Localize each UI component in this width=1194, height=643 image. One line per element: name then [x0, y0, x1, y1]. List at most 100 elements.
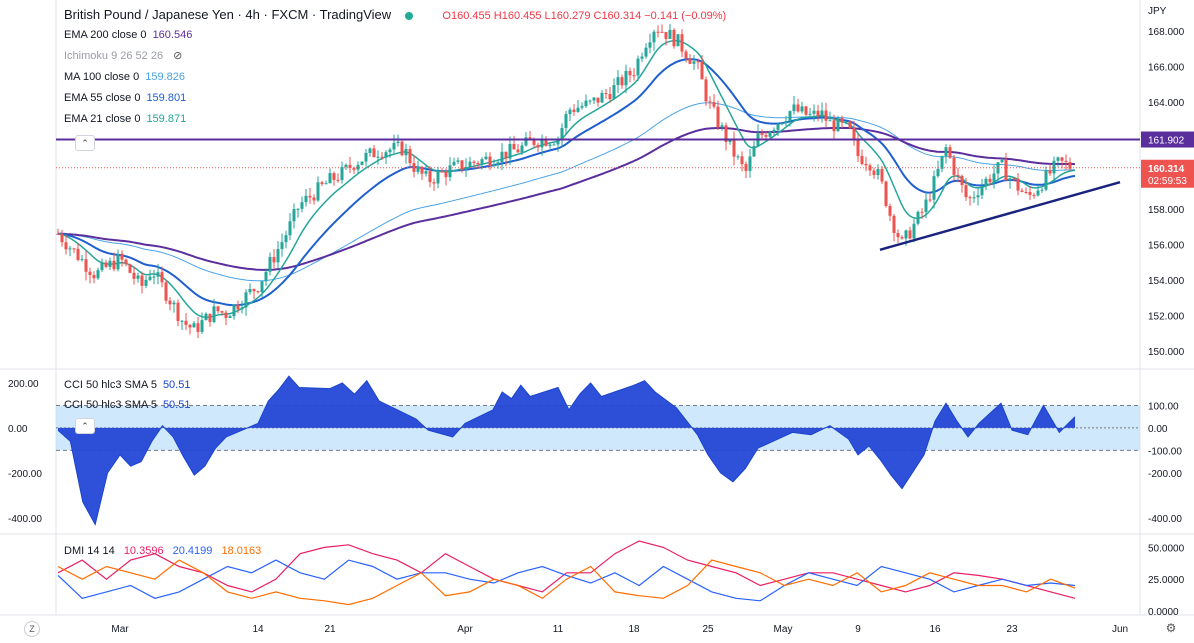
candle-body	[108, 260, 112, 267]
candle-body	[92, 275, 96, 279]
z-icon[interactable]: Z	[24, 621, 40, 637]
interval[interactable]: 4h	[245, 7, 260, 22]
candle-body	[360, 161, 364, 165]
candle-body	[176, 302, 180, 322]
candle-body	[404, 148, 408, 156]
candle-body	[172, 302, 176, 305]
candle-body	[80, 259, 84, 261]
candle-body	[220, 311, 224, 313]
candle-body	[308, 195, 312, 198]
legend-ema55[interactable]: EMA 55 close 0 159.801	[64, 91, 186, 105]
legend-ema21-value: 159.871	[146, 113, 187, 125]
legend-ma100[interactable]: MA 100 close 0 159.826	[64, 70, 185, 84]
candle-body	[812, 110, 816, 114]
resistance-price-label-bg	[1141, 131, 1194, 148]
candle-body	[548, 144, 552, 146]
time-tick-label: Jun	[1112, 624, 1128, 635]
candle-body	[400, 141, 404, 156]
candle-body	[848, 121, 852, 129]
candle-body	[936, 168, 940, 177]
market-status-icon	[404, 11, 413, 20]
cci-right-tick: -100.00	[1148, 446, 1182, 457]
candle-body	[984, 178, 988, 187]
candle-body	[924, 199, 928, 212]
cci-right-tick: -400.00	[1148, 514, 1182, 525]
candle-body	[532, 138, 536, 145]
candle-body	[904, 230, 908, 239]
candle-body	[428, 171, 432, 183]
chevron-up-icon[interactable]: ⌃	[75, 135, 95, 151]
candle-body	[160, 272, 164, 283]
symbol-name[interactable]: British Pound / Japanese Yen	[64, 7, 234, 22]
candle-body	[840, 118, 844, 123]
candle-body	[960, 175, 964, 186]
candle-body	[472, 161, 476, 163]
candle-body	[368, 148, 372, 153]
candle-body	[72, 248, 76, 250]
chevron-up-icon[interactable]: ⌃	[75, 418, 95, 434]
candle-body	[420, 166, 424, 174]
time-tick-label: May	[774, 624, 793, 635]
candle-body	[348, 164, 352, 168]
legend-dmi-minus: 18.0163	[221, 545, 262, 557]
candle-body	[864, 163, 868, 166]
ohlc-values: O160.455 H160.455 L160.279 C160.314 −0.1…	[442, 10, 727, 22]
legend-cci-top[interactable]: CCI 50 hlc3 SMA 5 50.51	[64, 378, 190, 392]
candle-body	[752, 146, 756, 157]
candle-body	[768, 131, 772, 137]
candle-body	[648, 42, 652, 48]
candle-body	[388, 149, 392, 153]
gear-icon[interactable]: ⚙	[1165, 621, 1177, 635]
legend-ema55-label: EMA 55 close 0	[64, 92, 141, 104]
candle-body	[288, 221, 292, 236]
candle-body	[872, 170, 876, 176]
time-tick-label: 14	[252, 624, 264, 635]
candle-body	[264, 271, 268, 282]
data-source: FXCM	[271, 7, 309, 22]
candle-body	[320, 182, 324, 185]
legend-ema21[interactable]: EMA 21 close 0 159.871	[64, 112, 186, 126]
candle-body	[440, 171, 444, 173]
candle-body	[988, 178, 992, 183]
candle-body	[700, 61, 704, 80]
candle-body	[980, 186, 984, 196]
price-pane	[0, 0, 1140, 368]
legend-dmi[interactable]: DMI 14 14 10.3596 20.4199 18.0163	[64, 544, 261, 558]
candle-body	[496, 162, 500, 165]
candle-body	[696, 61, 700, 63]
legend-ichimoku[interactable]: Ichimoku 9 26 52 26 ⊘	[64, 49, 182, 63]
candle-body	[764, 134, 768, 137]
candle-body	[136, 275, 140, 279]
candle-body	[784, 121, 788, 124]
candle-body	[272, 257, 276, 263]
candle-body	[164, 282, 168, 301]
candle-body	[236, 304, 240, 310]
candle-body	[340, 166, 344, 181]
legend-cci-bottom[interactable]: CCI 50 hlc3 SMA 5 50.51	[64, 398, 190, 412]
candle-body	[976, 195, 980, 198]
candle-body	[132, 272, 136, 279]
candle-body	[232, 304, 236, 317]
candle-body	[56, 233, 60, 235]
candle-body	[992, 173, 996, 183]
candle-body	[76, 248, 80, 260]
candle-body	[1036, 190, 1040, 196]
candle-body	[180, 320, 184, 322]
candle-body	[880, 169, 884, 182]
candle-body	[204, 313, 208, 321]
candle-body	[120, 253, 124, 260]
candle-body	[468, 161, 472, 167]
candle-body	[668, 29, 672, 39]
legend-ema200[interactable]: EMA 200 close 0 160.546	[64, 28, 192, 42]
candle-body	[636, 58, 640, 76]
candle-body	[492, 164, 496, 167]
candle-body	[392, 142, 396, 150]
candle-body	[316, 182, 320, 201]
price-tick-label: 156.000	[1148, 240, 1185, 251]
candle-body	[372, 148, 376, 158]
eye-off-icon[interactable]: ⊘	[173, 50, 183, 62]
candle-body	[376, 156, 380, 158]
candle-body	[524, 137, 528, 146]
candle-body	[1068, 162, 1072, 169]
